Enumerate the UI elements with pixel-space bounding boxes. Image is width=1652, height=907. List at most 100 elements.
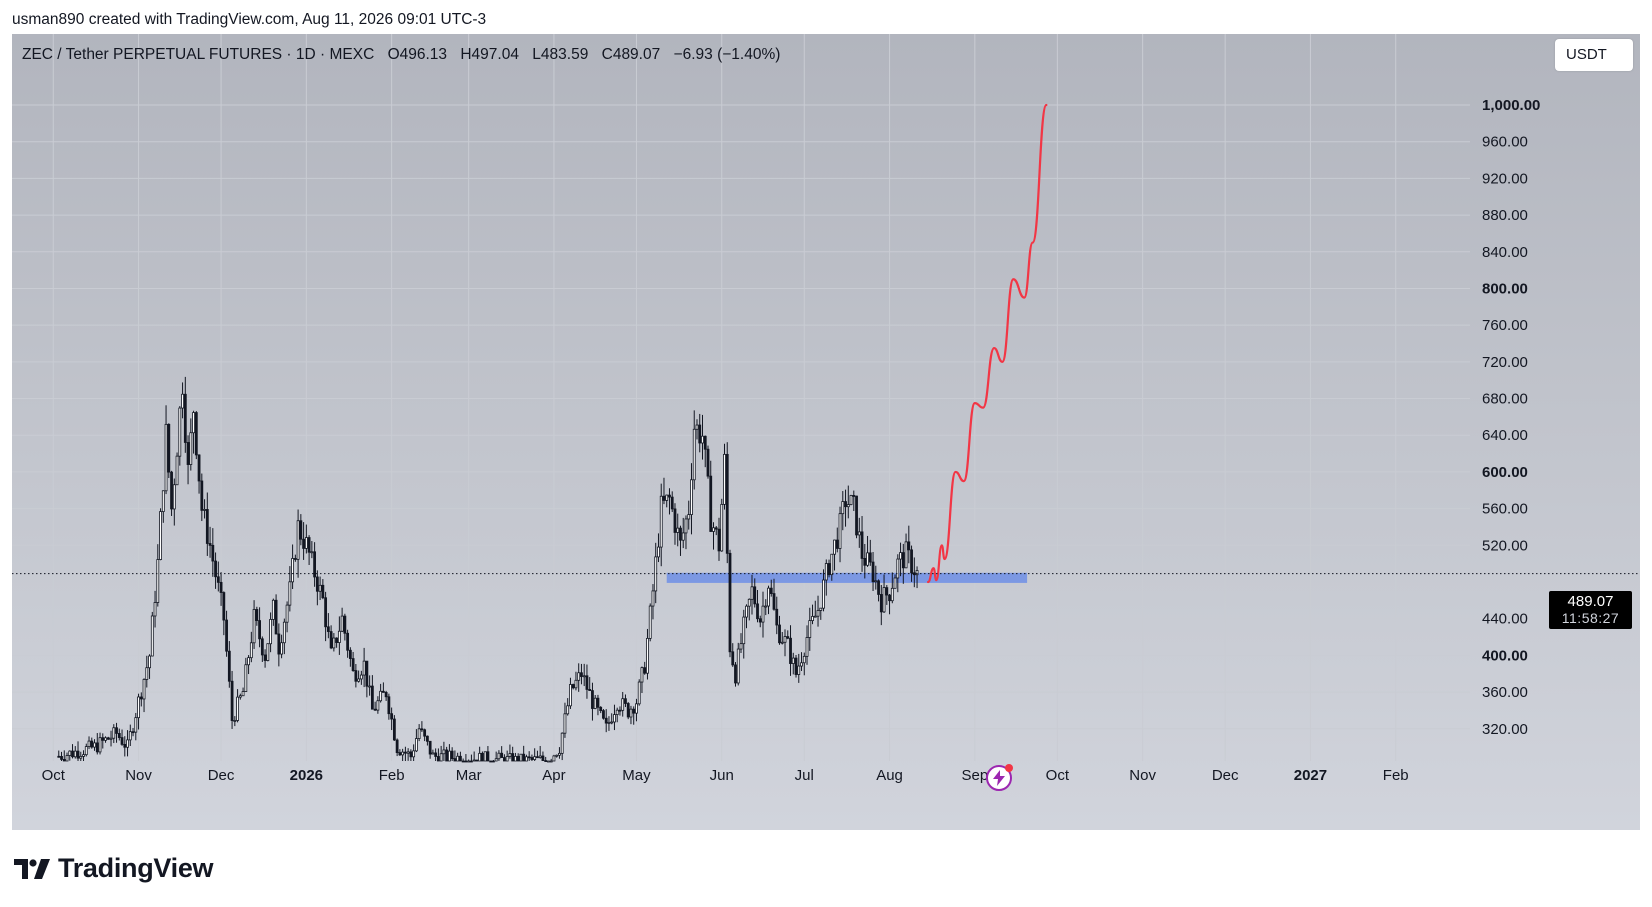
x-axis-label: May [622,767,651,784]
candle-body [607,721,611,724]
candle-body [120,737,124,745]
tradingview-brand[interactable]: TradingView [14,853,214,884]
candle-body [475,759,479,762]
candle-body [373,708,377,711]
candle-body [304,537,308,549]
candle-body [852,495,856,497]
candle-body [695,424,699,430]
candle-body [450,750,454,759]
candle-body [563,713,567,734]
candle-body [866,552,869,566]
candle-body [643,667,647,674]
candle-body [277,633,281,655]
candle-body [860,531,864,559]
candle-body [734,664,737,684]
candle-body [370,685,374,710]
y-axis-label: 720.00 [1482,354,1528,371]
candle-body [343,615,347,634]
candle-body [679,527,682,541]
candle-body [629,708,633,718]
candle-body [885,587,889,596]
candle-body [87,740,91,747]
candle-body [709,475,713,532]
candle-body [560,732,564,754]
candle-body [189,432,193,465]
candle-body [761,605,765,623]
candle-body [514,755,517,762]
candle-body [538,755,542,758]
candle-body [901,552,905,569]
tradingview-logo-icon [14,858,50,879]
candle-body [192,412,195,434]
brand-name: TradingView [58,853,214,883]
candle-body [106,737,110,740]
candle-body [205,509,209,544]
projection-path [926,103,1048,584]
candle-body [739,643,743,650]
candle-body [291,558,294,583]
x-axis-label: Feb [1383,767,1409,784]
candle-body [222,592,226,621]
x-axis-label: Feb [379,767,405,784]
candle-body [811,616,814,621]
candle-body [610,721,614,724]
candle-body [255,609,259,621]
candle-body [470,760,473,763]
candle-body [621,698,625,711]
candle-body [167,423,171,473]
y-axis-label: 320.00 [1482,721,1528,738]
candle-body [604,717,608,724]
candle-body [472,759,476,762]
x-axis-label: Apr [542,767,565,784]
candle-body [802,655,806,664]
candle-body [516,755,520,762]
y-axis-label: 640.00 [1482,427,1528,444]
y-axis-label: 920.00 [1482,170,1528,187]
candle-body [409,751,413,758]
candle-body [646,637,649,674]
candle-body [899,552,902,560]
candle-body [720,503,724,552]
candle-body [547,760,550,763]
candle-body [541,755,545,761]
candle-body [571,684,575,689]
candle-body [274,599,278,635]
candle-body [172,484,176,510]
y-axis-label: 440.00 [1482,611,1528,628]
candle-body [420,728,424,731]
candle-body [134,717,138,733]
chart-area[interactable]: Oct Nov Dec 2026 Feb Mar Apr May Jun Jul Aug Sep Oct… [12,34,1640,830]
candle-body [593,697,597,709]
candle-body [285,604,289,623]
candle-body [574,679,578,689]
y-axis-label: 1,000.00 [1482,97,1540,114]
candle-body [296,520,300,560]
candle-body [552,755,556,762]
candle-body [536,756,539,759]
candle-body [142,679,146,700]
candle-body [742,616,746,645]
candle-body [758,618,762,623]
candle-body [549,760,553,763]
notification-dot [1005,764,1013,772]
candle-body [126,739,129,748]
candle-body [326,626,330,632]
candle-body [159,511,162,560]
candle-body [219,581,223,593]
candle-body [698,424,702,444]
candle-body [414,738,418,752]
chart-caption: usman890 created with TradingView.com, A… [12,11,487,28]
candle-body [376,700,380,711]
candle-body [362,660,366,676]
flash-icon[interactable] [986,764,1013,791]
candle-body [82,754,85,757]
candle-body [57,755,61,758]
candle-body [728,552,732,653]
candle-body [302,538,306,549]
candle-body [712,527,715,532]
currency-button[interactable]: USDT [1555,39,1633,71]
x-axis-label: 2026 [290,767,323,784]
chart-canvas[interactable]: Oct Nov Dec 2026 Feb Mar Apr May Jun Jul Aug Sep Oct… [12,34,1640,830]
candle-body [227,650,231,682]
legend-symbol: ZEC / Tether PERPETUAL FUTURES · 1D · ME… [22,46,375,63]
